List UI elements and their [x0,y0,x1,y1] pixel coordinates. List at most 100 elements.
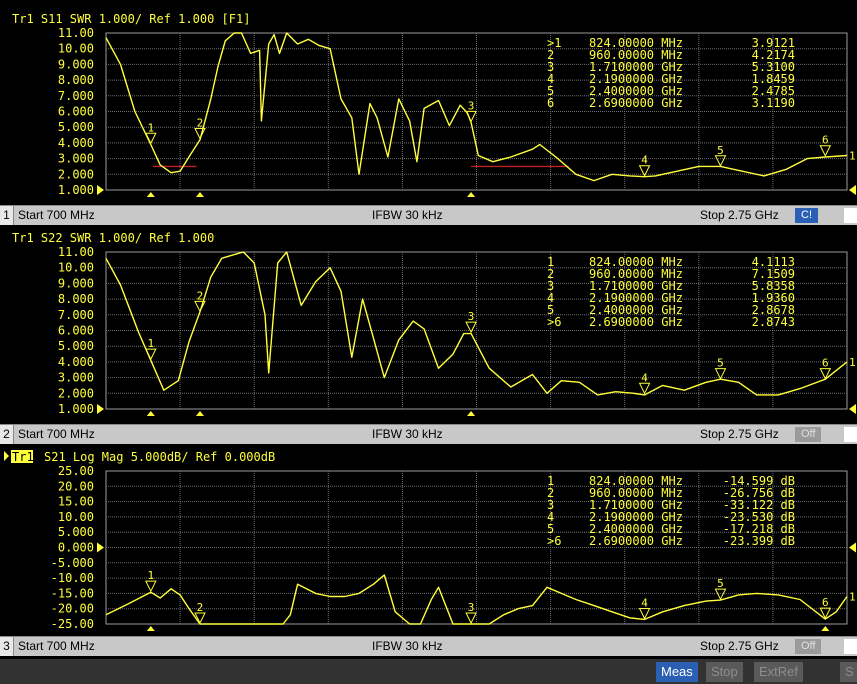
marker-triangle[interactable] [714,368,727,380]
y-tick-label: 11.00 [58,26,94,40]
bottom-marker-icon [146,411,155,416]
marker-readout-value: 1.9360 [752,291,795,305]
footer-edge [844,208,857,223]
active-trace-tag-bg [11,450,33,463]
channel-1-footer: 1 Start 700 MHz IFBW 30 kHz Stop 2.75 GH… [0,205,857,225]
marker-readout-value: 4.1113 [752,255,795,269]
y-tick-label: 4.000 [58,136,94,150]
marker-readout-num: 4 [547,291,554,305]
marker-readout-num: 3 [547,60,554,74]
marker-triangle[interactable] [145,580,157,593]
stop-frequency[interactable]: Stop 2.75 GHz [700,427,779,441]
marker-readout-freq: 960.00000 MHz [589,48,683,62]
marker-triangle[interactable] [465,321,477,334]
status-bar: Meas Stop ExtRef S [0,659,857,684]
marker-readout-num: 2 [547,486,554,500]
marker-label: 2 [197,289,204,302]
channel-number[interactable]: 3 [0,637,14,656]
marker-triangle[interactable] [194,127,206,140]
channel-number[interactable]: 2 [0,425,14,444]
marker-triangle[interactable] [638,382,651,395]
marker-triangle[interactable] [145,348,157,361]
ifbw-label[interactable]: IFBW 30 kHz [372,427,443,441]
trace-end-label: 1 [849,149,856,162]
marker-readout-freq: 2.6900000 GHz [589,96,683,110]
stop-frequency[interactable]: Stop 2.75 GHz [700,208,779,222]
start-frequency[interactable]: Start 700 MHz [18,427,95,441]
marker-triangle[interactable] [194,612,206,625]
marker-label: 4 [641,597,648,610]
y-tick-label: 8.000 [58,73,94,87]
marker-triangle[interactable] [145,132,157,145]
marker-readout-num: 1 [547,474,554,488]
marker-label: 2 [197,601,204,614]
marker-readout-num: 3 [547,498,554,512]
correction-badge[interactable]: Off [795,427,822,442]
extref-status[interactable]: ExtRef [754,662,804,682]
y-tick-label: 10.00 [58,42,94,56]
ifbw-label[interactable]: IFBW 30 kHz [372,639,443,653]
footer-edge [844,639,857,654]
ref-level-right-icon [849,404,856,414]
y-tick-label: 5.000 [58,525,94,539]
channel-number[interactable]: 1 [0,206,14,225]
ref-level-right-icon [849,542,856,553]
ref-level-right-icon [849,185,856,195]
marker-readout-value: -14.599 dB [723,474,795,488]
marker-triangle[interactable] [638,165,651,177]
marker-readout-num: 3 [547,279,554,293]
marker-triangle[interactable] [465,110,477,123]
marker-triangle[interactable] [194,300,206,313]
marker-triangle[interactable] [819,145,832,157]
marker-readout-value: 5.8358 [752,279,795,293]
marker-triangle[interactable] [819,368,832,380]
bottom-marker-icon [467,411,476,416]
y-tick-label: 3.000 [58,152,94,166]
marker-readout-value: 1.8459 [752,72,795,86]
channel-1-plot[interactable]: Tr1 S11 SWR 1.000/ Ref 1.000 [F1]11.00 10… [0,9,857,205]
trace-line[interactable] [105,251,848,396]
y-tick-label: -5.000 [51,556,94,570]
marker-label: 5 [717,577,724,590]
marker-readout-value: 2.4785 [752,84,795,98]
marker-label: 4 [641,154,648,167]
channel-3-plot[interactable]: Tr1 S21 Log Mag 5.000dB/ Ref 0.000dB25.00… [0,447,857,636]
stop-frequency[interactable]: Stop 2.75 GHz [700,639,779,653]
trace-line[interactable] [105,574,848,625]
stop-status[interactable]: Stop [706,662,743,682]
s-status[interactable]: S [840,662,857,682]
y-tick-label: -15.00 [51,586,94,600]
marker-triangle[interactable] [638,608,651,620]
meas-status[interactable]: Meas [656,662,698,682]
marker-readout-freq: 2.6900000 GHz [589,315,683,329]
y-tick-label: 10.00 [58,261,94,275]
marker-readout-value: 5.3100 [752,60,795,74]
correction-badge[interactable]: C! [795,208,818,223]
y-tick-label: 7.000 [58,89,94,103]
marker-readout-num: 6 [547,96,554,110]
marker-readout-value: -33.122 dB [723,498,795,512]
y-tick-label: 6.000 [58,105,94,119]
trace-header: Tr1 S11 SWR 1.000/ Ref 1.000 [F1] [12,12,250,26]
marker-readout-num: 4 [547,72,554,86]
ref-level-left-icon [97,542,104,553]
marker-readout-num: 2 [547,48,554,62]
correction-badge[interactable]: Off [795,639,822,654]
marker-triangle[interactable] [465,612,477,625]
marker-readout-num: 4 [547,510,554,524]
marker-triangle[interactable] [714,588,727,601]
y-tick-label: 9.000 [58,57,94,71]
marker-label: 6 [822,134,829,147]
trace-end-label: 1 [849,356,856,369]
start-frequency[interactable]: Start 700 MHz [18,639,95,653]
start-frequency[interactable]: Start 700 MHz [18,208,95,222]
marker-readout-freq: 960.00000 MHz [589,486,683,500]
bottom-marker-icon [195,411,204,416]
marker-triangle[interactable] [819,607,832,620]
marker-triangle[interactable] [714,155,727,167]
marker-readout-freq: 824.00000 MHz [589,36,683,50]
marker-readout-freq: 2.1900000 GHz [589,291,683,305]
footer-edge [844,427,857,442]
ifbw-label[interactable]: IFBW 30 kHz [372,208,443,222]
